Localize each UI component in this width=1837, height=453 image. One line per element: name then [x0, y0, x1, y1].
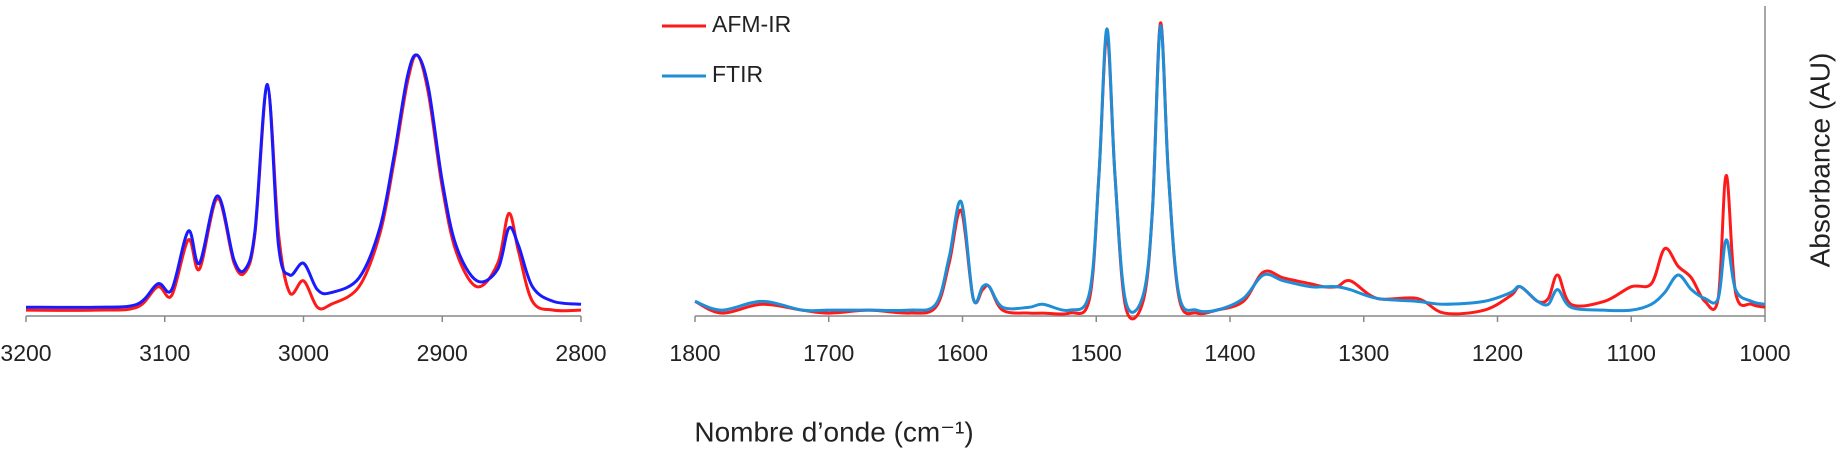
x-axis-label: Nombre d’onde (cm⁻¹): [694, 416, 973, 447]
x-tick-label: 3100: [139, 340, 190, 366]
legend-label: FTIR: [712, 61, 763, 87]
x-tick-label: 1500: [1071, 340, 1122, 366]
x-tick-label: 3000: [278, 340, 329, 366]
y-axis-label: Absorbance (AU): [1804, 53, 1835, 268]
x-tick-label: 1100: [1607, 340, 1656, 366]
x-tick-label: 1700: [803, 340, 854, 366]
x-tick-label: 3200: [0, 340, 51, 366]
x-tick-label: 1200: [1472, 340, 1523, 366]
x-tick-label: 1800: [669, 340, 720, 366]
spectrum-line: [694, 21, 1766, 321]
spectrum-line: [25, 53, 582, 313]
x-tick-label: 1300: [1338, 340, 1389, 366]
x-tick-label: 1600: [937, 340, 988, 366]
x-tick-label: 2800: [555, 340, 606, 366]
x-tick-label: 1400: [1204, 340, 1255, 366]
spectrum-line: [25, 53, 582, 309]
spectrum-line: [694, 24, 1766, 314]
legend-label: AFM-IR: [712, 11, 791, 37]
x-tick-label: 2900: [417, 340, 468, 366]
x-tick-label: 1000: [1739, 340, 1790, 366]
